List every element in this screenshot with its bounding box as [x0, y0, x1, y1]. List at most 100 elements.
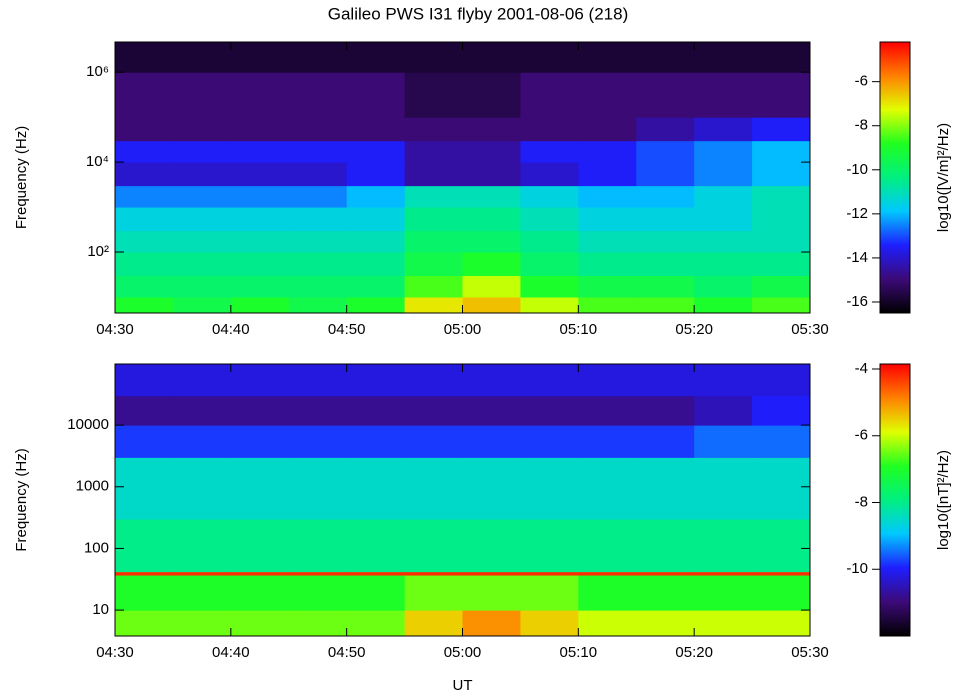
spectrogram-cell — [404, 457, 463, 520]
spectrogram-cell — [752, 185, 811, 208]
spectrogram-cell — [578, 252, 637, 277]
spectrogram-cell — [115, 117, 174, 142]
spectrogram-cell — [578, 207, 637, 232]
colorbar — [879, 363, 911, 637]
spectrogram-cell — [404, 425, 463, 458]
spectrogram-cell — [230, 72, 290, 118]
spectrogram-cell — [578, 162, 637, 187]
spectrogram-cell — [288, 72, 348, 118]
spectrogram-cell — [115, 72, 174, 118]
spectrogram-cell — [230, 364, 290, 397]
spectrogram-cell — [172, 571, 232, 576]
spectrogram-cell — [346, 395, 406, 426]
x-tick-label: 04:40 — [212, 644, 250, 661]
x-tick-label: 04:30 — [96, 321, 134, 338]
spectrogram-cell — [172, 252, 232, 277]
spectrogram-cell — [404, 252, 463, 277]
spectrogram-cell — [230, 575, 290, 611]
spectrogram-cell — [694, 575, 753, 611]
spectrogram-cell — [578, 230, 637, 253]
spectrogram-cell — [346, 72, 406, 118]
spectrogram-cell — [752, 230, 811, 253]
spectrogram-cell — [288, 252, 348, 277]
spectrogram-cell — [752, 296, 811, 314]
spectrogram-cell — [115, 275, 174, 298]
spectrogram-cell — [752, 207, 811, 232]
spectrogram-cell — [115, 364, 174, 397]
spectrogram-cell — [752, 252, 811, 277]
spectrogram-cell — [578, 571, 637, 576]
spectrogram-cell — [694, 230, 753, 253]
spectrogram-cell — [694, 571, 753, 576]
x-tick-label: 05:10 — [560, 644, 598, 661]
spectrogram-cell — [404, 185, 463, 208]
spectrogram-cell — [462, 162, 521, 187]
colorbar-label: log10([nT]²/Hz) — [935, 450, 952, 550]
spectrogram-cell — [636, 425, 695, 458]
spectrogram-cell — [462, 364, 521, 397]
spectrogram-cell — [288, 207, 348, 232]
spectrogram-cell — [346, 571, 406, 576]
spectrogram-cell — [115, 296, 174, 314]
spectrogram-cell — [230, 162, 290, 187]
spectrogram-cell — [288, 610, 348, 637]
spectrogram-cell — [230, 185, 290, 208]
chart-title: Galileo PWS I31 flyby 2001-08-06 (218) — [328, 4, 629, 23]
spectrogram-cell — [172, 610, 232, 637]
colorbar-tick-label: -6 — [855, 427, 868, 444]
spectrogram-cell — [520, 230, 579, 253]
spectrogram-cell — [115, 207, 174, 232]
spectrogram-cell — [752, 162, 811, 187]
spectrogram-cell — [636, 395, 695, 426]
spectrogram-cell — [230, 425, 290, 458]
y-tick-label: 100 — [84, 539, 109, 556]
spectrogram-cell — [752, 395, 811, 426]
spectrogram-cell — [404, 296, 463, 314]
spectrogram-cell — [288, 571, 348, 576]
spectrogram-cell — [462, 610, 521, 637]
colorbar-tick-label: -10 — [846, 560, 868, 577]
spectrogram-cell — [172, 140, 232, 163]
spectrogram-cell — [578, 275, 637, 298]
spectrogram-cell — [230, 457, 290, 520]
spectrogram-cell — [230, 117, 290, 142]
spectrogram-cell — [752, 72, 811, 118]
spectrogram-cell — [230, 571, 290, 576]
spectrogram-cell — [172, 42, 232, 73]
spectrogram-cell — [694, 519, 753, 573]
spectrogram-cell — [462, 140, 521, 163]
spectrogram-cell — [288, 364, 348, 397]
spectrogram-cell — [230, 140, 290, 163]
spectrogram-cell — [636, 575, 695, 611]
spectrogram-cell — [578, 296, 637, 314]
spectrogram-cell — [115, 575, 174, 611]
spectrogram-cell — [462, 185, 521, 208]
spectrogram-cell — [172, 395, 232, 426]
spectrogram-cell — [230, 207, 290, 232]
spectrogram-cell — [462, 252, 521, 277]
spectrogram-cell — [462, 42, 521, 73]
spectrogram-cell — [520, 252, 579, 277]
x-tick-label: 04:30 — [96, 644, 134, 661]
spectrogram-cell — [752, 364, 811, 397]
spectrogram-cell — [636, 364, 695, 397]
spectrogram-cell — [578, 364, 637, 397]
spectrogram-cell — [288, 185, 348, 208]
x-tick-label: 04:50 — [328, 644, 366, 661]
spectrogram-cell — [404, 230, 463, 253]
spectrogram-cell — [288, 162, 348, 187]
spectrogram-cell — [694, 610, 753, 637]
spectrogram-cell — [346, 117, 406, 142]
spectrogram-cell — [694, 72, 753, 118]
x-tick-label: 05:00 — [444, 644, 482, 661]
spectrogram-cell — [636, 185, 695, 208]
colorbar-tick-label: -8 — [855, 493, 868, 510]
spectrogram-cell — [230, 610, 290, 637]
spectrogram-cell — [578, 185, 637, 208]
spectrogram-cell — [636, 296, 695, 314]
spectrogram-cell — [346, 425, 406, 458]
spectrogram-cell — [288, 140, 348, 163]
spectrogram-cell — [172, 117, 232, 142]
spectrogram-cell — [288, 275, 348, 298]
